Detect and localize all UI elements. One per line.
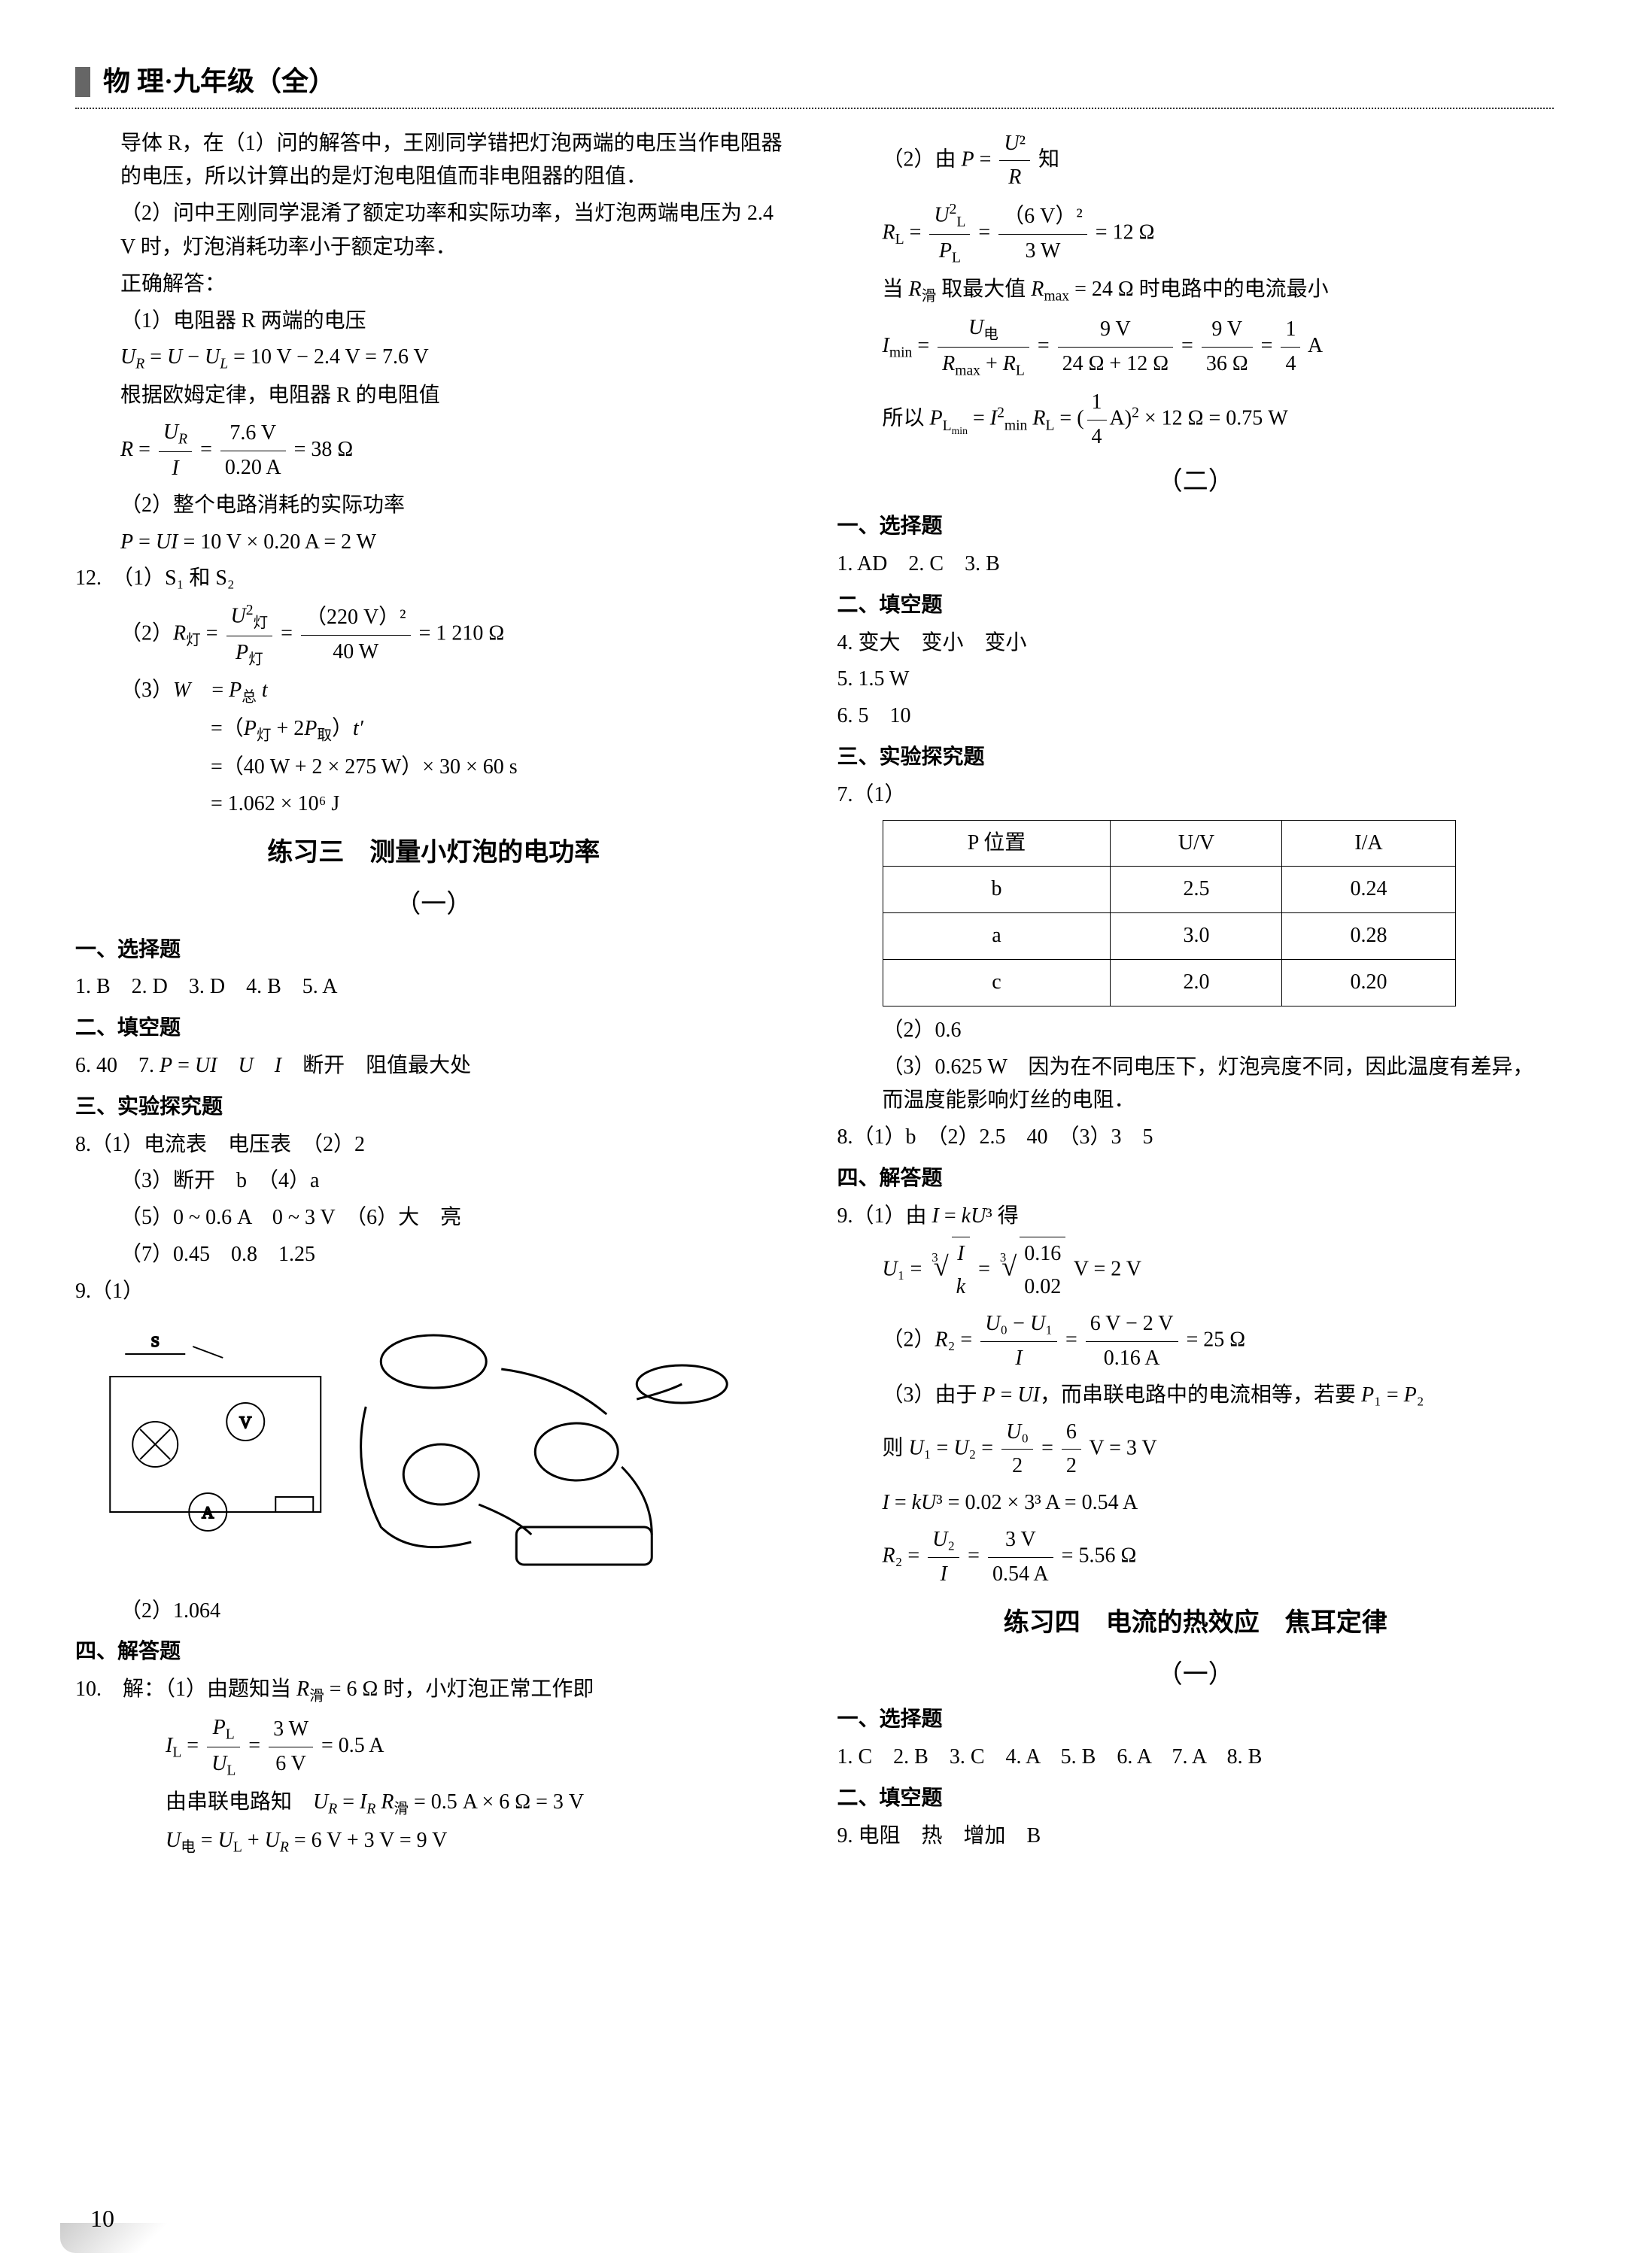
r-q9-2: （2）R₂ = U₀ − U₁I = 6 V − 2 V0.16 A = 25 … [837,1307,1555,1376]
e4-s1-h: 一、选择题 [837,1703,1555,1737]
q10-ue: U电 = UL + UR = 6 V + 3 V = 9 V [75,1824,792,1860]
header-accent [75,67,90,97]
r-q2-intro: （2）由 P = U²R 知 [837,127,1555,196]
exercise-4-sub: （一） [837,1655,1555,1696]
exercise-4-title: 练习四 电流的热效应 焦耳定律 [837,1603,1555,1644]
svg-text:S: S [151,1334,160,1350]
q8-1: 8.（1）电流表 电压表 （2）2 [75,1128,792,1162]
header-title: 物 理·九年级（全） [103,66,336,96]
q12-3b: =（P灯 + 2P取）t′ [75,712,792,748]
intro-text: 导体 R，在（1）问的解答中，王刚同学错把灯泡两端的电压当作电阻器的电压，所以计… [75,127,792,195]
q10-ur: 由串联电路知 UR = IR R滑 = 0.5 A × 6 Ω = 3 V [75,1786,792,1821]
table-header: P 位置 [883,820,1111,867]
intro-text-2: （2）问中王刚同学混淆了额定功率和实际功率，当灯泡两端电压为 2.4 V 时，灯… [75,197,792,265]
q9: 9.（1） [75,1275,792,1309]
r-s1-h: 一、选择题 [837,510,1555,544]
table-cell: 2.5 [1111,867,1282,913]
table-cell: a [883,913,1111,960]
page-number: 10 [90,2200,114,2238]
r-q7: 7.（1） [837,779,1555,812]
r-q7-2: （2）0.6 [837,1014,1555,1048]
q1-ur: UR = U − UL = 10 V − 2.4 V = 7.6 V [75,341,792,376]
q1-1: （1）电阻器 R 两端的电压 [75,305,792,339]
q12-3d: = 1.062 × 10⁶ J [75,788,792,821]
q1-r-eq: R = URI = 7.6 V0.20 A = 38 Ω [75,416,792,486]
q10-il: IL = PLUL = 3 W6 V = 0.5 A [75,1711,792,1783]
section-3-heading: 三、实验探究题 [75,1091,792,1125]
e4-s2-h: 二、填空题 [837,1782,1555,1816]
q10: 10. 解：（1）由题知当 R滑 = 6 Ω 时，小灯泡正常工作即 [75,1673,792,1708]
r-s2-6: 6. 5 10 [837,700,1555,733]
content-columns: 导体 R，在（1）问的解答中，王刚同学错把灯泡两端的电压当作电阻器的电压，所以计… [75,124,1554,1863]
table-cell: b [883,867,1111,913]
r-q8: 8.（1）b （2）2.5 40 （3）3 5 [837,1121,1555,1155]
table-row: c 2.0 0.20 [883,959,1455,1006]
r-q9-u1: U₁ = 3√Ik = 3√0.160.02 V = 2 V [837,1237,1555,1305]
r-q2-rmax: 当 R滑 取最大值 Rmax = 24 Ω 时电路中的电流最小 [837,273,1555,308]
circuit-diagram: V A S [75,1316,792,1587]
r-s3-h: 三、实验探究题 [837,741,1555,775]
correct-label: 正确解答： [75,268,792,302]
svg-text:A: A [202,1503,214,1522]
table-cell: 2.0 [1111,959,1282,1006]
e4-s1-a: 1. C 2. B 3. C 4. A 5. B 6. A 7. A 8. B [837,1741,1555,1775]
q1-p: P = UI = 10 V × 0.20 A = 2 W [75,526,792,560]
section-2-answers: 6. 40 7. P = UI U I 断开 阻值最大处 [75,1049,792,1083]
r-s4-h: 四、解答题 [837,1162,1555,1196]
right-column: （2）由 P = U²R 知 RL = U2LPL = （6 V）²3 W = … [837,124,1555,1863]
r-q9-3d: R₂ = U₂I = 3 V0.54 A = 5.56 Ω [837,1523,1555,1592]
table-cell: 3.0 [1111,913,1282,960]
page-header: 物 理·九年级（全） [75,60,1554,109]
page-corner-decoration [60,2223,211,2253]
q12-2: （2）R灯 = U2灯P灯 = （220 V）²40 W = 1 210 Ω [75,599,792,671]
q9-2: （2）1.064 [75,1595,792,1629]
q12-3a: （3）W = P总 t [75,674,792,709]
r-q9-3c: I = kU³ = 0.02 × 3³ A = 0.54 A [837,1486,1555,1520]
r-s2-4: 4. 变大 变小 变小 [837,627,1555,660]
section-4-heading: 四、解答题 [75,1635,792,1669]
table-header-row: P 位置 U/V I/A [883,820,1455,867]
table-cell: 0.20 [1282,959,1455,1006]
r-q2-imin: Imin = U电Rmax + RL = 9 V24 Ω + 12 Ω = 9 … [837,311,1555,383]
r-q9-1: 9.（1）由 I = kU³ 得 [837,1200,1555,1234]
q1-2: （2）整个电路消耗的实际功率 [75,489,792,523]
left-column: 导体 R，在（1）问的解答中，王刚同学错把灯泡两端的电压当作电阻器的电压，所以计… [75,124,792,1863]
r-s1-a: 1. AD 2. C 3. B [837,548,1555,581]
table-cell: 0.28 [1282,913,1455,960]
q8-5: （5）0 ~ 0.6 A 0 ~ 3 V （6）大 亮 [75,1201,792,1235]
r-q9-3a: （3）由于 P = UI，而串联电路中的电流相等，若要 P₁ = P₂ [837,1379,1555,1413]
exercise-3-sub: （一） [75,885,792,925]
data-table: P 位置 U/V I/A b 2.5 0.24 a 3.0 0.28 c 2.0… [883,820,1456,1006]
e4-s2-9: 9. 电阻 热 增加 B [837,1820,1555,1854]
r-q2-pl: 所以 PLmin = I2min RL = (14A)2 × 12 Ω = 0.… [837,386,1555,454]
svg-text:V: V [239,1413,251,1432]
q1-ohm: 根据欧姆定律，电阻器 R 的电阻值 [75,379,792,413]
section-2-heading: 二、填空题 [75,1012,792,1046]
q8-3: （3）断开 b （4）a [75,1164,792,1198]
r-s2-5: 5. 1.5 W [837,663,1555,697]
q8-7: （7）0.45 0.8 1.25 [75,1238,792,1272]
q12-3c: =（40 W + 2 × 275 W）× 30 × 60 s [75,751,792,785]
r-q7-3: （3）0.625 W 因为在不同电压下，灯泡亮度不同，因此温度有差异，而温度能影… [837,1051,1555,1119]
table-header: U/V [1111,820,1282,867]
r-q2-rl: RL = U2LPL = （6 V）²3 W = 12 Ω [837,198,1555,270]
section-1-heading: 一、选择题 [75,934,792,967]
table-row: a 3.0 0.28 [883,913,1455,960]
exercise-3-title: 练习三 测量小灯泡的电功率 [75,833,792,873]
sub-2: （二） [837,462,1555,502]
q12-1: 12. （1）S₁ 和 S₂ [75,562,792,596]
r-q9-3b: 则 U₁ = U₂ = U₀2 = 62 V = 3 V [837,1416,1555,1484]
table-header: I/A [1282,820,1455,867]
section-1-answers: 1. B 2. D 3. D 4. B 5. A [75,970,792,1004]
r-s2-h: 二、填空题 [837,589,1555,623]
table-cell: c [883,959,1111,1006]
table-row: b 2.5 0.24 [883,867,1455,913]
table-cell: 0.24 [1282,867,1455,913]
